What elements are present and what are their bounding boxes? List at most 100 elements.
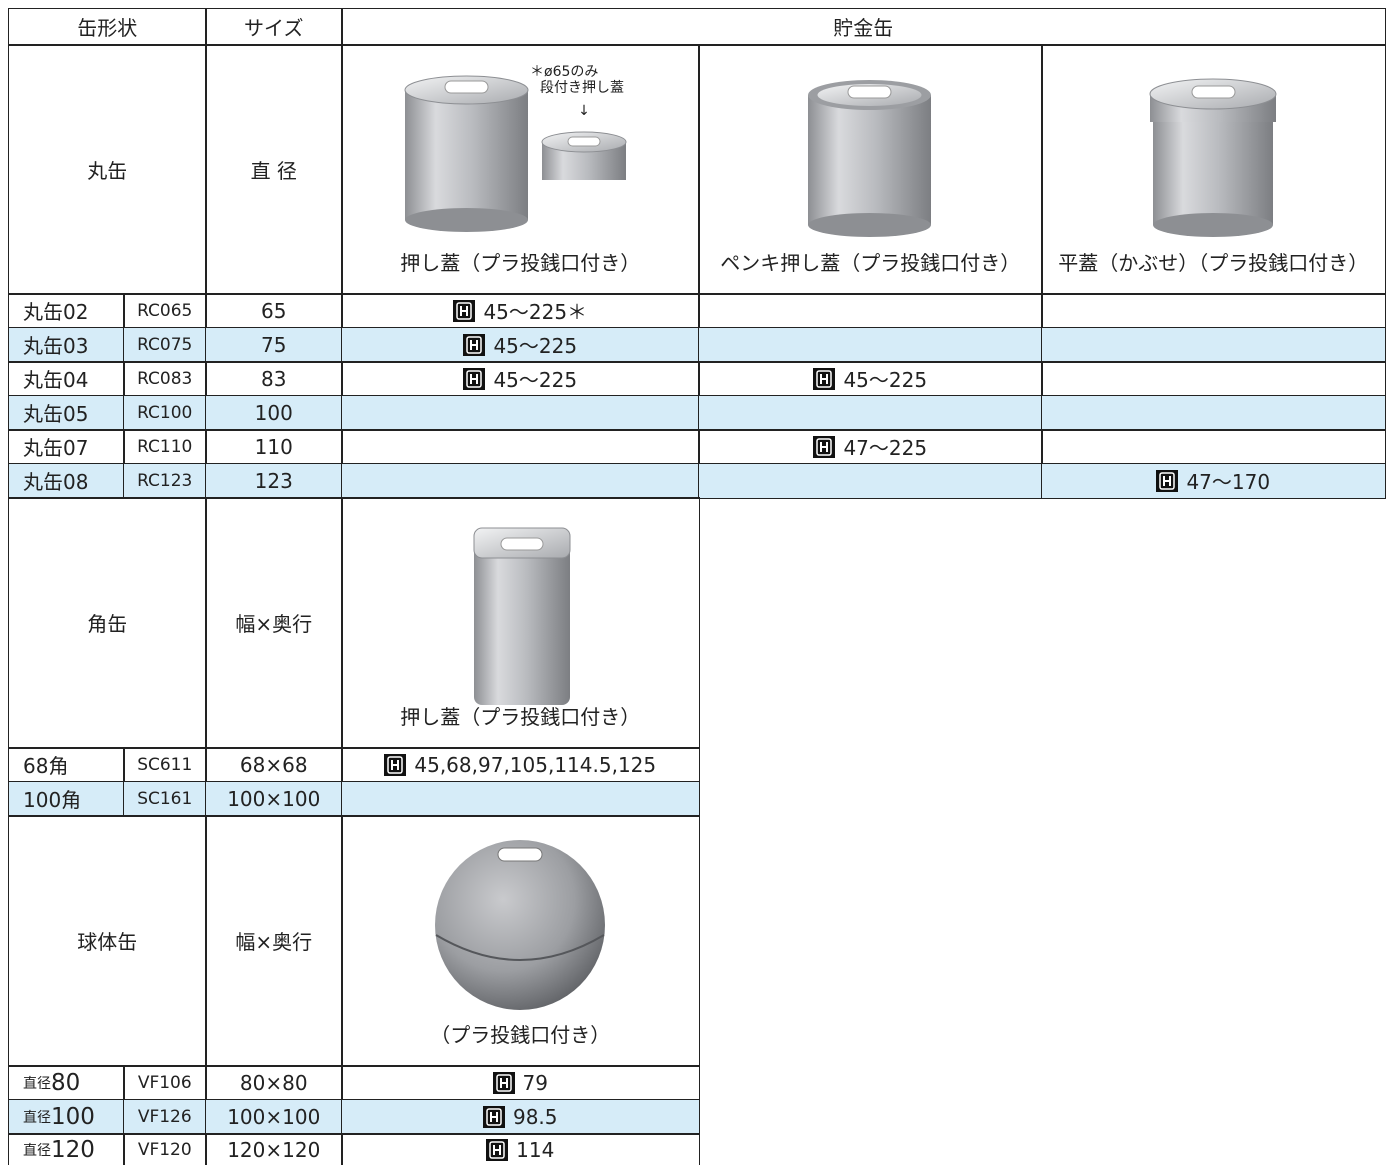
value-cell: 45〜225 [341,361,700,397]
h-icon [463,333,486,356]
row-code: RC123 [123,463,207,499]
value-text: 45〜225 [493,368,578,393]
row-code-text: RC075 [137,334,193,355]
row-code: RC075 [123,327,207,363]
shape-name-text: 球体缶 [77,930,138,955]
row-name: 丸缶04 [8,361,125,397]
value-cell [1041,395,1386,431]
row-size-text: 123 [254,468,293,493]
value-cell [698,327,1043,363]
lid-type-text: 平蓋（かぶせ）（プラ投銭口付き） [1058,250,1369,275]
name-text: 100 [51,1103,95,1130]
name-prefix: 直径 [23,1142,51,1159]
name-text: 丸缶07 [23,436,89,461]
value-text: 45〜225 [843,368,928,393]
note: 段付き押し蓋 [540,80,624,96]
row-size: 83 [205,361,343,397]
lid-type: ペンキ押し蓋（プラ投銭口付き） [698,44,1043,295]
shape-name: 角缶 [8,497,207,749]
name-prefix: 直径 [23,1109,51,1126]
value-text: 45〜225 [493,334,578,359]
row-name: 丸缶03 [8,327,125,363]
lid-type-text: （プラ投銭口付き） [430,1022,611,1047]
row-size: 75 [205,327,343,363]
value-cell: 79 [341,1065,700,1101]
lid-type: 平蓋（かぶせ）（プラ投銭口付き） [1041,44,1386,295]
row-code-text: VF126 [137,1106,192,1127]
shape-name: 球体缶 [8,815,207,1067]
value-cell: 114 [341,1133,700,1165]
row-name: 直径 120 [8,1133,125,1165]
row-code-text: RC100 [137,402,193,423]
name-prefix: 直径 [23,1075,51,1092]
h-icon [482,1105,505,1128]
size-label-text: 幅×奥行 [235,930,313,955]
lid-type-text: 押し蓋（プラ投銭口付き） [400,250,641,275]
value-cell [698,293,1043,329]
row-code-text: VF120 [137,1139,192,1160]
value-cell [1041,327,1386,363]
row-name: 100角 [8,781,125,817]
h-icon [813,367,836,390]
h-icon [384,753,407,776]
value-cell: 47〜170 [1041,463,1386,499]
row-code: RC065 [123,293,207,329]
row-size: 100×100 [205,781,343,817]
size-label: 幅×奥行 [205,497,343,749]
row-size-text: 68×68 [239,752,308,777]
row-code: RC083 [123,361,207,397]
value-cell [1041,429,1386,465]
row-size-text: 100 [254,400,293,425]
row-size-text: 100×100 [227,786,321,811]
h-icon [813,435,836,458]
value-text: 47〜225 [843,436,928,461]
value-cell [341,395,700,431]
row-size-text: 65 [261,298,287,323]
row-code: SC611 [123,747,207,783]
value-cell [698,463,1043,499]
row-size: 65 [205,293,343,329]
row-code-text: RC065 [137,300,193,321]
row-name: 丸缶05 [8,395,125,431]
row-code: SC161 [123,781,207,817]
h-icon [453,299,476,322]
h-icon [486,1138,509,1161]
value-cell [341,781,700,817]
value-cell [341,463,700,499]
value-text: 114 [516,1137,555,1162]
row-size: 120×120 [205,1133,343,1165]
name-text: 丸缶02 [23,300,89,325]
lid-type: （プラ投銭口付き） [341,815,700,1067]
row-name: 丸缶08 [8,463,125,499]
row-size-text: 80×80 [239,1070,308,1095]
value-cell: 47〜225 [698,429,1043,465]
row-code: VF126 [123,1099,207,1135]
row-size: 68×68 [205,747,343,783]
size-label: 幅×奥行 [205,815,343,1067]
row-code-text: SC611 [137,754,193,775]
name-text: 120 [51,1136,95,1163]
row-name: 68角 [8,747,125,783]
value-cell [698,395,1043,431]
shape-name-text: 角缶 [87,612,128,637]
name-text: 丸缶03 [23,334,89,359]
note: ＊ø65のみ [530,64,599,80]
value-cell: 45〜225 [698,361,1043,397]
row-size: 100×100 [205,1099,343,1135]
size-label-text: 直 径 [250,158,297,183]
shape-name: 丸缶 [8,44,207,295]
row-name: 直径 100 [8,1099,125,1135]
header-size: サイズ [205,8,343,46]
row-size-text: 100×100 [227,1104,321,1129]
value-text: 98.5 [512,1104,558,1129]
row-size-text: 110 [254,434,293,459]
row-code: RC100 [123,395,207,431]
value-cell [1041,293,1386,329]
row-code: VF120 [123,1133,207,1165]
row-name: 直径 80 [8,1065,125,1101]
value-text: 79 [522,1070,548,1095]
h-icon [492,1071,515,1094]
value-cell: 98.5 [341,1099,700,1135]
header-category-text: 貯金缶 [833,16,894,41]
